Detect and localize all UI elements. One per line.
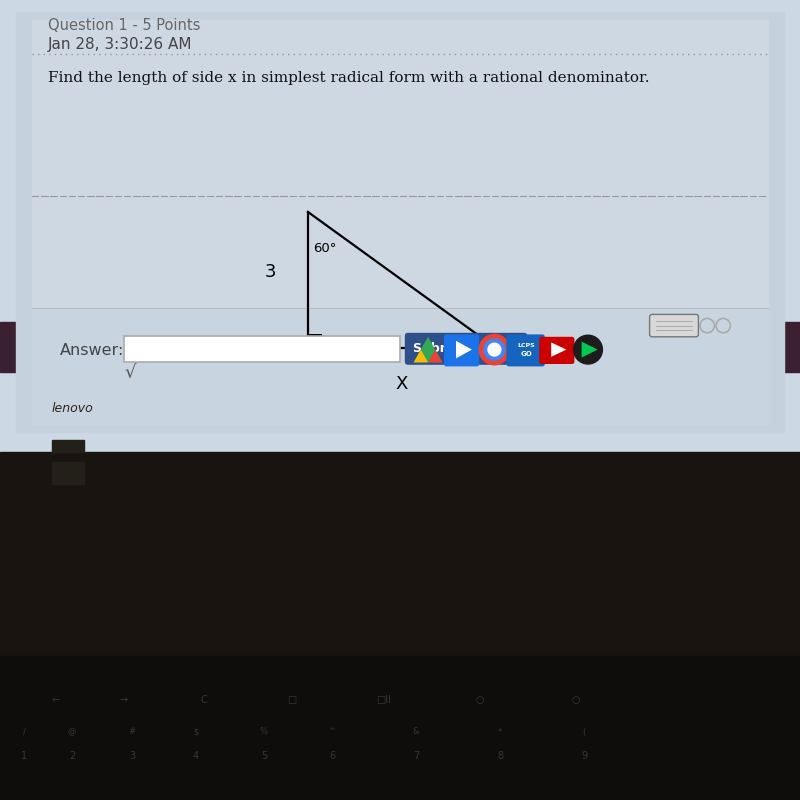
- Text: *: *: [498, 727, 502, 737]
- Bar: [0, 656, 800, 800]
- Text: 6: 6: [329, 751, 335, 761]
- Text: □: □: [287, 695, 297, 705]
- Text: $: $: [194, 727, 198, 737]
- FancyBboxPatch shape: [506, 334, 545, 366]
- Text: %: %: [260, 727, 268, 737]
- Text: lenovo: lenovo: [52, 402, 94, 415]
- Polygon shape: [414, 350, 428, 362]
- Text: 7: 7: [413, 751, 419, 761]
- Circle shape: [574, 335, 602, 364]
- Text: #: #: [129, 727, 135, 737]
- Bar: [0, 0, 800, 452]
- Text: Submit Answer: Submit Answer: [413, 342, 518, 355]
- Text: 5: 5: [261, 751, 267, 761]
- Text: 30°: 30°: [444, 331, 467, 345]
- Bar: [32, 308, 768, 424]
- Text: GO: GO: [521, 351, 532, 358]
- Polygon shape: [428, 350, 442, 362]
- Bar: [52, 462, 84, 484]
- Bar: [124, 336, 400, 362]
- Text: 8: 8: [497, 751, 503, 761]
- Circle shape: [488, 343, 501, 356]
- Text: 60°: 60°: [314, 242, 337, 255]
- Text: &: &: [413, 727, 419, 737]
- Bar: [32, 20, 768, 424]
- Text: Answer:: Answer:: [60, 343, 124, 358]
- Text: Jan 28, 3:30:26 AM: Jan 28, 3:30:26 AM: [48, 37, 193, 51]
- Polygon shape: [414, 337, 442, 362]
- FancyBboxPatch shape: [539, 337, 574, 364]
- Bar: [0, 322, 800, 372]
- Text: □II: □II: [377, 695, 391, 705]
- Text: 3: 3: [129, 751, 135, 761]
- Circle shape: [484, 339, 505, 360]
- Text: /: /: [22, 727, 26, 737]
- Bar: [0, 452, 800, 800]
- FancyBboxPatch shape: [650, 314, 698, 337]
- Text: 4: 4: [193, 751, 199, 761]
- Text: ○: ○: [572, 695, 580, 705]
- Text: 9: 9: [581, 751, 587, 761]
- Text: @: @: [68, 727, 76, 737]
- Bar: [16, 12, 784, 432]
- Text: →: →: [120, 695, 128, 705]
- Text: √: √: [124, 363, 135, 382]
- Text: X: X: [396, 375, 408, 393]
- Text: Find the length of side x in simplest radical form with a rational denominator.: Find the length of side x in simplest ra…: [48, 70, 650, 85]
- Polygon shape: [582, 342, 598, 358]
- Text: 3: 3: [265, 263, 276, 281]
- Polygon shape: [551, 342, 566, 357]
- Text: (: (: [582, 727, 586, 737]
- Text: LCPS: LCPS: [518, 343, 535, 348]
- Circle shape: [479, 334, 510, 365]
- Text: ←: ←: [52, 695, 60, 705]
- FancyBboxPatch shape: [444, 334, 479, 366]
- Text: ○: ○: [476, 695, 484, 705]
- FancyBboxPatch shape: [405, 333, 527, 365]
- Bar: [52, 440, 84, 452]
- Text: 2: 2: [69, 751, 75, 761]
- Text: C: C: [201, 695, 207, 705]
- Text: ^: ^: [329, 727, 335, 737]
- Text: Question 1 - 5 Points: Question 1 - 5 Points: [48, 18, 200, 33]
- Text: 1: 1: [21, 751, 27, 761]
- Polygon shape: [456, 341, 472, 358]
